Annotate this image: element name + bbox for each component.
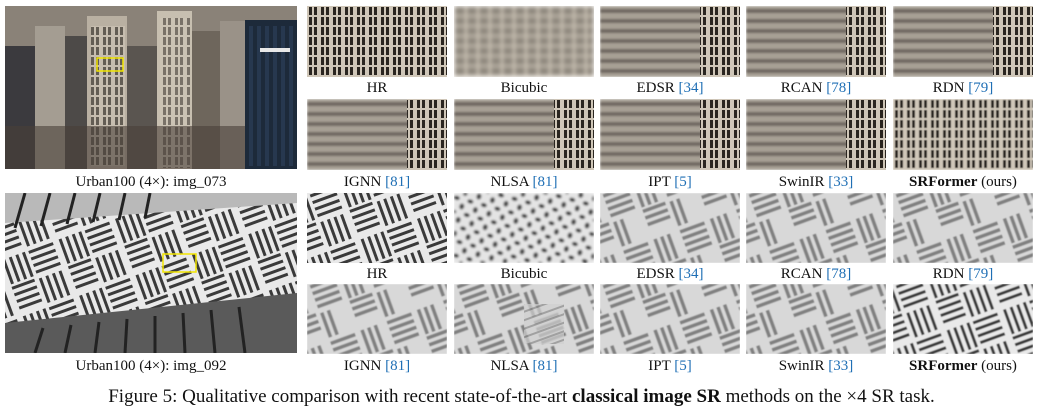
label-swinir: SwinIR [33] <box>778 358 854 374</box>
highlight-box <box>162 253 197 273</box>
crop-bicubic-img073 <box>454 6 594 77</box>
label-edsr: EDSR [34] <box>636 266 704 282</box>
label-bicubic: Bicubic <box>500 80 548 96</box>
citation: [81] <box>532 174 558 190</box>
crop-hr-img073 <box>307 6 447 77</box>
crop-bicubic-img092 <box>454 193 594 263</box>
crop-nlsa-img073 <box>454 99 594 170</box>
crop-srformer-img073 <box>893 99 1033 170</box>
figure-caption: Figure 5: Qualitative comparison with re… <box>108 386 935 407</box>
urban-img073-overview-image <box>5 6 297 169</box>
label-hr: HR <box>366 80 388 96</box>
label-ipt: IPT [5] <box>648 358 692 374</box>
crop-rdn-img092 <box>893 193 1033 263</box>
label-swinir: SwinIR [33] <box>778 174 854 190</box>
citation: [33] <box>828 358 854 374</box>
label-rdn: RDN [79] <box>932 266 994 282</box>
label-rdn: RDN [79] <box>932 80 994 96</box>
urban-img092-overview-image <box>5 193 297 353</box>
crop-swinir-img073 <box>746 99 886 170</box>
crop-ipt-img092 <box>600 284 740 354</box>
crop-nlsa-img092 <box>454 284 594 354</box>
label-hr: HR <box>366 266 388 282</box>
citation: [34] <box>678 80 704 96</box>
crop-ipt-img073 <box>600 99 740 170</box>
crop-edsr-img092 <box>600 193 740 263</box>
label-ipt: IPT [5] <box>648 174 692 190</box>
crop-rcan-img092 <box>746 193 886 263</box>
crop-rcan-img073 <box>746 6 886 77</box>
label-rcan: RCAN [78] <box>780 80 852 96</box>
label-ignn: IGNN [81] <box>343 358 411 374</box>
citation: [79] <box>968 266 994 282</box>
citation: [5] <box>674 358 692 374</box>
citation: [34] <box>678 266 704 282</box>
citation: [5] <box>674 174 692 190</box>
citation: [78] <box>826 266 852 282</box>
label-srformer: SRFormer (ours) <box>909 174 1017 190</box>
crop-edsr-img073 <box>600 6 740 77</box>
crop-srformer-img092 <box>893 284 1033 354</box>
label-rcan: RCAN [78] <box>780 266 852 282</box>
citation: [81] <box>385 174 411 190</box>
citation: [81] <box>385 358 411 374</box>
crop-rdn-img073 <box>893 6 1033 77</box>
label-edsr: EDSR [34] <box>636 80 704 96</box>
citation: [79] <box>968 80 994 96</box>
citation: [78] <box>826 80 852 96</box>
highlight-box <box>96 57 124 72</box>
label-ignn: IGNN [81] <box>343 174 411 190</box>
label-nlsa: NLSA [81] <box>490 174 558 190</box>
label-nlsa: NLSA [81] <box>490 358 558 374</box>
crop-ignn-img073 <box>307 99 447 170</box>
crop-hr-img092 <box>307 193 447 263</box>
crop-ignn-img092 <box>307 284 447 354</box>
citation: [81] <box>532 358 558 374</box>
crop-swinir-img092 <box>746 284 886 354</box>
set-label-img073: Urban100 (4×): img_073 <box>75 174 227 190</box>
set-label-img092: Urban100 (4×): img_092 <box>75 358 227 374</box>
citation: [33] <box>828 174 854 190</box>
label-bicubic: Bicubic <box>500 266 548 282</box>
label-srformer: SRFormer (ours) <box>909 358 1017 374</box>
